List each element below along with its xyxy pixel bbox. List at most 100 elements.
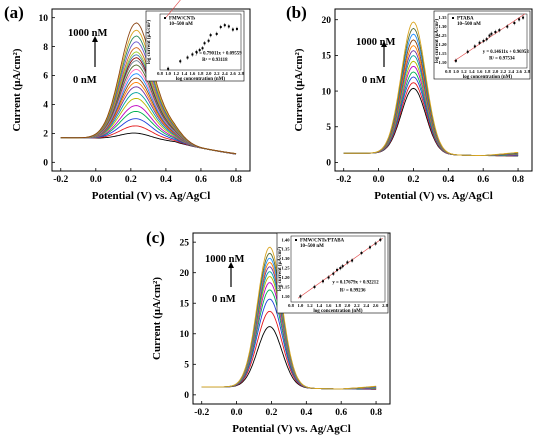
inset-plot: 0.8 1.0 1.2 1.4 1.6 1.8 2.0 2.2 2.4 2.6 2.8 1.10 1.1… [433,10,531,80]
inset-r-squared: R² = 0.97534 [489,55,515,61]
inset-data-point [207,39,210,42]
x-tick-label: -0.2 [194,408,209,418]
arrow-head-icon [92,36,98,42]
inset-data-point [201,47,204,50]
inset-axes [447,13,528,69]
inset-y-tick-label: 1.25 [281,266,290,271]
arrow-bottom-label: 0 nM [73,75,97,86]
inset-data-point [191,53,194,56]
inset-x-tick-label: 0.8 [288,303,294,308]
inset-x-tick-label: 0.8 [445,69,451,74]
inset-x-title: log concentration (nM) [463,75,512,80]
inset-x-tick-label: 1.4 [469,69,475,74]
inset-x-tick-label: 2.4 [363,303,369,308]
inset-x-tick-label: 1.8 [335,303,341,308]
inset-x-tick-label: 1.4 [316,303,322,308]
y-tick-label: 5 [184,361,189,371]
y-tick-label: 5 [326,123,331,133]
inset-data-point [186,56,189,59]
plot-frame [51,8,251,172]
x-tick-label: -0.2 [336,175,351,185]
y-tick-label: 0 [43,159,48,169]
inset-r-squared: R² = 0.99236 [340,287,366,293]
inset-data-point [321,280,324,283]
arrow-top-label: 1000 nM [205,254,244,265]
y-tick-label: 15 [180,299,190,309]
inset-x-tick-label: 2.6 [373,303,379,308]
inset-data-point [209,34,212,37]
arrow-bottom-label: 0 nM [362,75,386,86]
x-tick-label: 0.0 [373,175,385,185]
inset-legend-label: PTABA [457,17,474,22]
inset-x-tick-label: 1.2 [173,71,179,76]
y-tick-label: 10 [322,87,332,97]
inset-data-point [299,295,302,298]
cv-curve [201,246,377,390]
cv-curve [60,118,237,155]
x-axis-title: Potential (V) vs. Ag/AgCl [92,190,211,202]
x-tick-label: 0.8 [512,175,524,185]
y-tick-label: 20 [180,269,190,279]
cv-curve [60,132,237,155]
inset-y-title: log current (μA/cm²) [146,20,152,64]
inset-x-tick-label: 1.6 [477,69,483,74]
inset-y-tick-label: 1.40 [281,237,290,242]
y-tick-label: 10 [39,14,49,24]
inset-x-tick-label: 1.2 [461,69,467,74]
y-tick-label: 4 [43,101,48,111]
inset-x-tick-label: 1.0 [453,69,459,74]
inset-legend-range: 10~500 nM [457,22,481,27]
inset-y-tick-label: 1.35 [281,247,290,252]
x-tick-label: -0.2 [53,175,68,185]
inset-x-tick-label: 1.0 [298,303,304,308]
inset-data-point [336,268,339,271]
arrow-head-icon [381,41,387,47]
inset-x-tick-label: 2.4 [222,71,228,76]
inset-x-tick-label: 2.0 [345,303,351,308]
inset-data-point [488,34,491,37]
inset-data-point [203,42,206,45]
inset-data-point [360,251,363,254]
inset-equation: y = 0.79011x + 0.09559 [196,51,243,56]
inset-y-tick-label: 1.10 [438,60,447,65]
y-axis-title: Current (μA/cm²) [11,48,23,131]
y-axis-title: Current (μA/cm²) [293,48,305,131]
inset-data-point [454,59,457,62]
inset-data-point [513,22,516,24]
inset-data-point [473,45,476,48]
inset-equation: y = 0.17679x + 0.92212 [332,281,379,286]
y-tick-label: 15 [322,52,332,62]
cv-curve [60,92,237,155]
plot-frame [334,8,533,172]
y-tick-label: 10 [180,330,190,340]
inset-fit-line [165,0,181,18]
x-tick-label: 0.2 [408,175,420,185]
chart-panel-2: (c) -0.2 0.0 0.2 0.4 0.6 0.8 0 5 10 15 20 25 Potentia… [146,228,391,435]
inset-data-point [374,242,377,245]
x-tick-label: 0.6 [477,175,489,185]
inset-legend-marker [452,17,454,19]
inset-data-point [490,32,493,35]
arrow-top-label: 1000 nM [356,37,395,48]
inset-x-tick-label: 2.8 [238,71,244,76]
inset-data-point [466,50,469,53]
y-tick-label: 25 [180,238,190,248]
inset-x-tick-label: 2.4 [508,69,514,74]
y-tick-label: 6 [43,72,48,82]
inset-x-tick-label: 1.8 [485,69,491,74]
inset-data-point [215,32,218,35]
inset-data-point [379,238,382,241]
x-tick-label: 0.6 [195,175,207,185]
x-tick-label: 0.4 [300,408,312,418]
inset-data-point [485,38,488,41]
inset-data-point [167,67,170,70]
inset-x-tick-label: 2.0 [493,69,499,74]
inset-legend-label: FMW/CNTs [169,17,195,22]
inset-x-tick-label: 1.0 [165,71,171,76]
panel-letter: (a) [4,3,24,22]
y-tick-label: 0 [184,391,189,401]
inset-data-point [332,272,335,275]
x-tick-label: 0.4 [160,175,172,185]
inset-data-point [327,276,330,279]
